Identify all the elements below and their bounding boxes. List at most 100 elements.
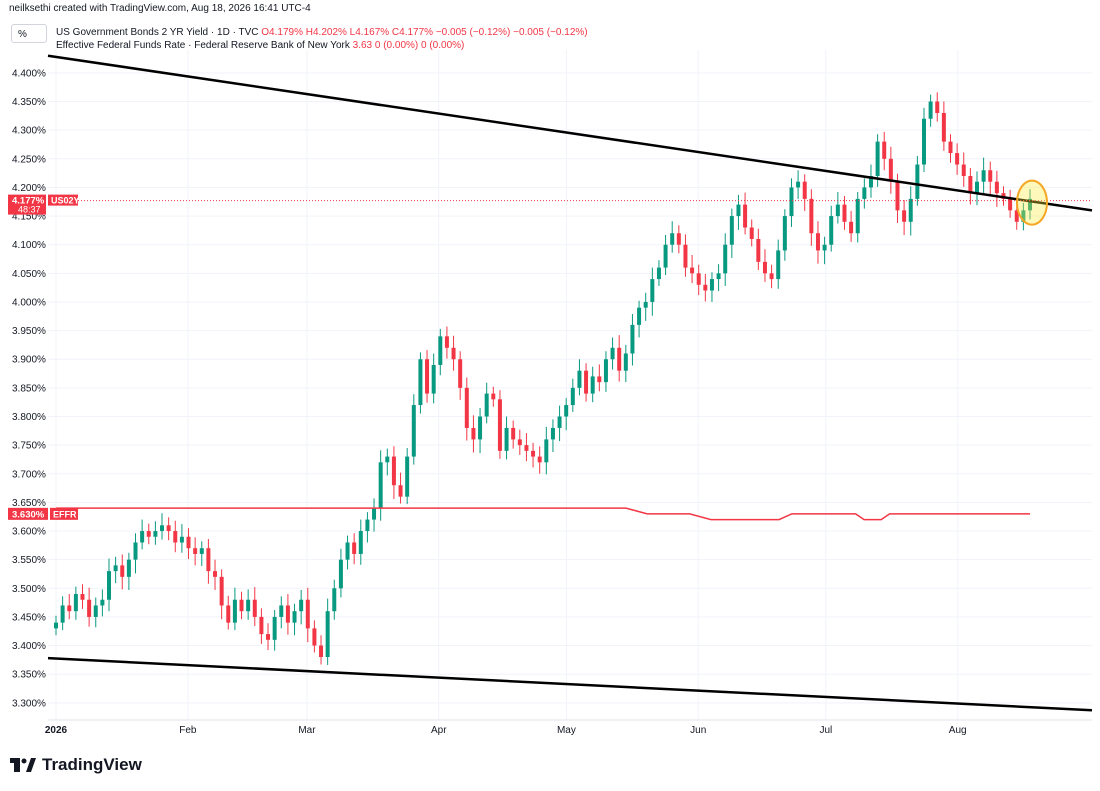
candle-body [239, 599, 244, 612]
candle-body [531, 450, 536, 457]
y-tick-label: 3.950% [12, 326, 46, 337]
candle-body [319, 645, 324, 658]
x-tick-label: Feb [179, 725, 197, 736]
candle-body [928, 101, 933, 119]
candle-body [67, 605, 72, 612]
y-tick-label: 3.700% [12, 469, 46, 480]
candle-body [610, 347, 615, 360]
price-label-value: 4.177% [12, 196, 45, 207]
candle-body [385, 456, 390, 463]
candle-body [146, 531, 151, 537]
candle-body [961, 164, 966, 176]
brand-logo: TradingView [10, 755, 142, 775]
candle-body [650, 279, 655, 302]
candle-body [338, 559, 343, 589]
candle-body [809, 198, 814, 234]
candle-body [497, 399, 502, 451]
upper-trendline [47, 54, 1093, 212]
candle-body [100, 599, 105, 606]
candle-body [478, 416, 483, 440]
series-2-values: 3.63 0 (0.00%) 0 (0.00%) [352, 40, 465, 51]
candle-body [676, 233, 681, 245]
candle-body [259, 616, 264, 635]
highlight-circle [1016, 179, 1048, 226]
candle-body [716, 273, 721, 280]
candle-body [981, 170, 986, 182]
legend-series-2[interactable]: Effective Federal Funds Rate · Federal R… [56, 39, 588, 52]
candle-body [663, 244, 668, 268]
y-tick-label: 3.550% [12, 555, 46, 566]
candle-body [358, 531, 363, 554]
candle-body [743, 204, 748, 228]
y-tick-label: 4.350% [12, 97, 46, 108]
legend: US Government Bonds 2 YR Yield · 1D · TV… [56, 26, 588, 52]
x-tick-label: May [557, 725, 576, 736]
lower-trendline [47, 656, 1093, 712]
candle-body [126, 559, 131, 577]
candle-body [524, 445, 529, 451]
candle-body [365, 519, 370, 532]
candle-body [173, 531, 178, 543]
candle-body [968, 175, 973, 194]
candle-body [107, 571, 112, 600]
candle-body [550, 427, 555, 440]
candle-body [193, 548, 198, 554]
candle-body [305, 599, 310, 629]
candle-body [802, 181, 807, 199]
candle-body [974, 181, 979, 194]
candle-body [948, 141, 953, 154]
percent-scale-button[interactable]: % [11, 24, 47, 43]
candle-body [372, 508, 377, 520]
effr-label-box [8, 507, 48, 520]
candle-body [935, 101, 940, 113]
candle-body [564, 405, 569, 417]
candle-body [312, 628, 317, 646]
candle-body [272, 616, 277, 640]
candle-body [133, 542, 138, 560]
candle-body [54, 622, 58, 629]
y-tick-label: 3.900% [12, 355, 46, 366]
candle-body [378, 462, 383, 509]
x-tick-label: Jun [690, 725, 706, 736]
legend-series-1[interactable]: US Government Bonds 2 YR Yield · 1D · TV… [56, 26, 588, 39]
x-tick-label: Jul [819, 725, 832, 736]
candle-body [623, 353, 628, 371]
y-tick-label: 3.600% [12, 527, 46, 538]
candle-body [179, 536, 184, 543]
series-2-name: Effective Federal Funds Rate · Federal R… [56, 40, 350, 51]
brand-name: TradingView [42, 755, 142, 774]
candle-body [670, 233, 675, 245]
candle-body [902, 210, 907, 222]
y-tick-label: 3.850% [12, 383, 46, 394]
candle-body [537, 456, 542, 463]
candle-body [1028, 198, 1032, 211]
candle-body [464, 387, 469, 428]
candle-body [325, 611, 330, 658]
candle-body [186, 536, 191, 549]
y-tick-label: 3.800% [12, 412, 46, 423]
candle-body [875, 141, 880, 176]
candle-body [822, 244, 827, 251]
candle-body [868, 175, 873, 188]
candle-body [444, 336, 449, 348]
x-tick-label: Apr [431, 725, 447, 736]
candle-body [418, 359, 423, 406]
price-tag-box [48, 194, 78, 206]
candle-body [862, 187, 867, 199]
y-tick-label: 4.400% [12, 68, 46, 79]
candle-body [140, 531, 145, 543]
effr-label-value: 3.630% [12, 509, 45, 520]
candle-body [87, 599, 92, 617]
candle-body [113, 565, 118, 572]
candle-body [908, 198, 913, 222]
candle-body [882, 141, 887, 159]
y-tick-label: 3.450% [12, 612, 46, 623]
candle-body [776, 250, 781, 280]
effr-line [56, 507, 1030, 521]
y-tick-label: 4.200% [12, 183, 46, 194]
candle-body [597, 376, 602, 383]
candle-body [73, 594, 78, 612]
candle-body [842, 204, 847, 222]
candle-body [683, 244, 688, 268]
